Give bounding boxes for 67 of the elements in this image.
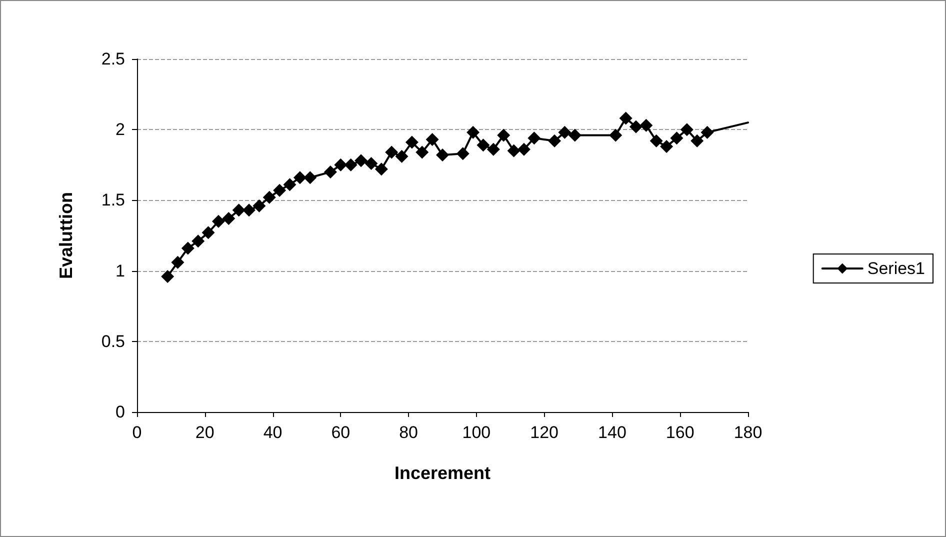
x-axis-title: Incerement [394,463,491,483]
point [466,126,480,139]
point [222,212,236,226]
point [324,165,337,178]
x-tick-label: 140 [598,423,626,442]
y-tick-label: 1 [116,261,125,280]
x-tick-label: 0 [132,423,142,442]
point [568,128,582,142]
x-tick-label: 100 [462,423,491,442]
x-tick-label: 60 [331,423,350,442]
x-tick-label: 80 [399,423,418,442]
point [354,154,368,168]
point [619,112,632,125]
point [181,242,194,255]
point [558,126,572,139]
y-tick-label: 2 [116,120,125,140]
y-axis-title: Evaluttion [56,192,76,280]
y-tick-label: 0.5 [101,332,125,351]
point [660,140,674,154]
point [405,136,418,149]
point [334,158,348,172]
point [700,126,714,139]
point [252,199,266,212]
point [242,204,256,217]
point [680,123,694,136]
x-tick-label: 160 [666,423,694,442]
y-tick-label: 1.5 [101,190,125,210]
point [650,134,663,148]
legend-label: Series1 [867,259,925,278]
point [528,132,541,145]
point [212,214,225,228]
point [476,138,490,152]
point [364,156,378,170]
x-tick-label: 20 [195,423,214,442]
point [304,171,317,184]
point [629,120,642,134]
point [548,134,562,148]
point [171,256,184,269]
point [161,270,174,283]
y-tick-label: 2.5 [101,50,125,68]
point [385,146,398,159]
point [202,226,215,240]
point [426,132,439,146]
point [416,146,429,159]
point [670,132,684,145]
point [192,234,205,248]
point [486,142,500,156]
point [690,134,704,148]
point [262,190,276,204]
point [283,178,296,192]
point [456,147,470,160]
x-tick-label: 120 [530,423,559,442]
point [232,204,246,217]
point [609,128,622,142]
point [344,158,358,172]
point [640,118,653,132]
point [293,171,306,184]
point [395,150,408,163]
x-tick-label: 40 [263,423,282,442]
point [436,148,449,162]
point [507,144,520,158]
y-tick-label: 0 [116,402,125,422]
point [517,142,530,156]
point [374,162,388,176]
x-tick-label: 180 [734,423,762,442]
point [497,128,510,142]
point [273,184,286,197]
